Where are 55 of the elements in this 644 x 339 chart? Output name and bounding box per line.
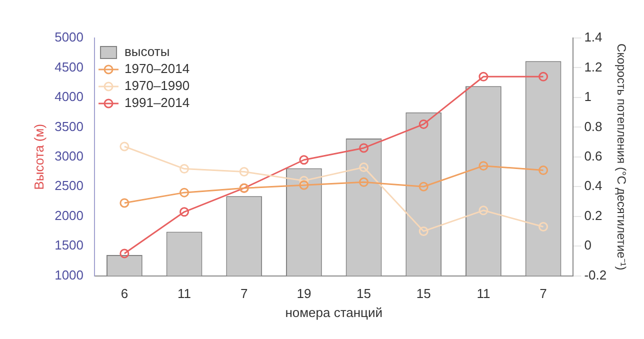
point (120, 142, 130, 152)
legend-label: 1970–2014 (124, 61, 190, 76)
y2-tick-label: 0.6 (584, 148, 602, 164)
point (478, 72, 488, 82)
point (180, 188, 190, 198)
legend-label: 1991–2014 (124, 95, 190, 110)
y2-tick-label: 1.2 (584, 59, 602, 74)
x-axis-title: номера станций (285, 304, 383, 320)
point (299, 176, 309, 186)
y-tick-label: 1500 (54, 238, 84, 253)
y2-axis-title: Скорость потепления (°С десятилетие⁻¹) (614, 44, 628, 270)
x-tick-label: 15 (356, 286, 372, 302)
x-tick-label: 11 (476, 286, 490, 302)
point (120, 248, 130, 258)
x-tick-label: 19 (296, 286, 312, 302)
y2-tick-label: 0.8 (584, 118, 602, 134)
x-tick-label: 15 (416, 286, 431, 302)
y-tick-label: 3000 (54, 148, 84, 164)
y-tick-label: 4000 (54, 89, 84, 104)
y2-tick-label: 0.4 (584, 178, 602, 194)
y2-tick-label: 1 (584, 89, 592, 104)
x-tick-label: 11 (178, 286, 192, 302)
y-tick-label: 2000 (54, 208, 84, 223)
x-tick-label: 6 (120, 286, 128, 302)
legend-label: 1970–1990 (124, 78, 190, 94)
point (478, 206, 488, 216)
y-tick-label: 1000 (54, 267, 84, 282)
point (120, 198, 130, 208)
y-tick-label: 5000 (54, 30, 84, 45)
y2-tick-label: -0.2 (584, 267, 607, 282)
point (538, 72, 548, 82)
y-axis-title: Высота (м) (31, 124, 46, 190)
y-tick-label: 2500 (54, 178, 84, 194)
x-tick-label: 7 (240, 286, 248, 302)
point (359, 177, 369, 187)
point (538, 166, 548, 176)
point (359, 162, 369, 172)
point (359, 143, 369, 153)
y2-tick-label: 0.2 (584, 208, 602, 223)
y2-tick-label: 0 (584, 238, 592, 253)
point (299, 155, 309, 165)
y-tick-label: 3500 (54, 118, 84, 134)
y-tick-label: 4500 (54, 59, 84, 74)
point (418, 119, 428, 129)
y2-tick-label: 1.4 (584, 30, 602, 45)
point (180, 164, 190, 174)
x-tick-label: 7 (540, 286, 547, 302)
point (418, 226, 428, 236)
point (299, 180, 309, 190)
point (478, 161, 488, 171)
point (239, 167, 249, 177)
point (418, 182, 428, 192)
point (180, 207, 190, 217)
point (538, 222, 548, 232)
legend-label: высоты (124, 44, 170, 60)
